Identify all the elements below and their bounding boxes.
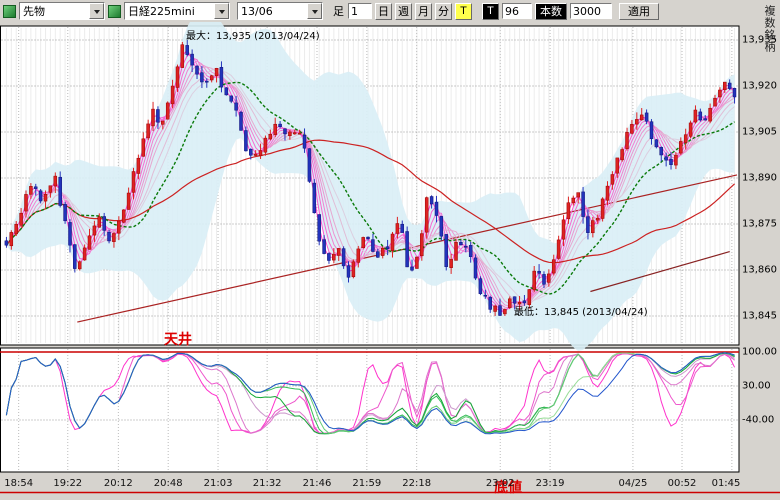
price-tick-label: 13,875 [742,218,777,230]
tick-count-input[interactable] [502,3,532,19]
ma-slow-line [5,139,736,264]
trendline [590,251,730,293]
unit-day-button[interactable]: 日 [375,2,392,20]
oscillator-tick-label: -40.00 [742,414,775,426]
price-tick-label: 13,935 [742,34,777,46]
bottom-label: 底値 [494,480,522,496]
candles-layer [4,40,737,316]
instrument-type-select[interactable]: 先物 [19,2,105,20]
interval-input[interactable] [348,3,372,19]
dropdown-arrow-icon[interactable] [307,3,322,19]
unit-week-button[interactable]: 週 [395,2,412,20]
time-tick-label: 20:48 [153,478,183,489]
min-annotation: 最低：13,845 (2013/04/24) [514,307,648,318]
time-tick-label: 19:22 [53,478,83,489]
time-tick-label: 21:32 [252,478,282,489]
ceiling-label: 天井 [164,332,192,348]
dropdown-arrow-icon[interactable] [214,3,229,19]
dropdown-arrow-icon[interactable] [89,3,104,19]
time-tick-label: 21:59 [352,478,382,489]
time-tick-label: 01:45 [711,478,741,489]
time-tick-label: 18:54 [4,478,34,489]
time-tick-label: 20:12 [103,478,133,489]
oscillator-line [5,353,736,434]
price-tick-label: 13,920 [742,80,777,92]
oscillator-line [5,352,735,435]
chart-area[interactable]: 最大：13,935 (2013/04/24) 最低：13,845 (2013/0… [0,5,780,500]
symbol-icon [108,4,121,18]
instrument-type-value: 先物 [23,5,45,18]
oscillator-panel [0,347,740,473]
oscillator-tick-label: 100.00 [742,346,777,358]
max-annotation: 最大：13,935 (2013/04/24) [186,31,320,42]
price-tick-label: 13,860 [742,264,777,276]
time-tick-label: 21:46 [302,478,332,489]
oscillator-line [5,352,735,434]
ma-ribbon-line [6,57,735,311]
oscillator-tick-label: 30.00 [742,380,771,392]
ma-ribbon-line [6,70,735,303]
tick-toggle-button[interactable]: T [455,2,472,20]
instrument-value: 日経225mini [128,5,195,18]
unit-month-button[interactable]: 月 [415,2,432,20]
time-tick-label: 23:19 [535,478,565,489]
contract-month-value: 13/06 [241,4,273,18]
time-tick-label: 04/25 [618,478,648,489]
instrument-select[interactable]: 日経225mini [124,2,230,20]
price-tick-label: 13,905 [742,126,777,138]
multi-symbol-label[interactable]: 複数銘柄 [763,5,776,53]
time-tick-label: 21:03 [203,478,233,489]
price-chart-svg[interactable] [0,22,780,500]
time-tick-label: 00:52 [667,478,697,489]
bar-type-label: 足 [333,5,344,18]
chart-icon [3,4,16,18]
time-tick-label: 22:18 [402,478,432,489]
toolbar: 先物 日経225mini 13/06 足 日 週 月 分 T T 本数 適用 [0,0,780,22]
price-tick-label: 13,845 [742,310,777,322]
tick-mode-button[interactable]: T [482,2,499,20]
unit-minute-button[interactable]: 分 [435,2,452,20]
time-tick-label: 23:02 [485,478,515,489]
price-tick-label: 13,890 [742,172,777,184]
contract-month-select[interactable]: 13/06 [237,2,323,20]
bar-count-input[interactable] [570,3,612,19]
ma-green-line [5,81,735,295]
apply-button[interactable]: 適用 [619,2,659,20]
bar-count-button[interactable]: 本数 [535,2,567,20]
